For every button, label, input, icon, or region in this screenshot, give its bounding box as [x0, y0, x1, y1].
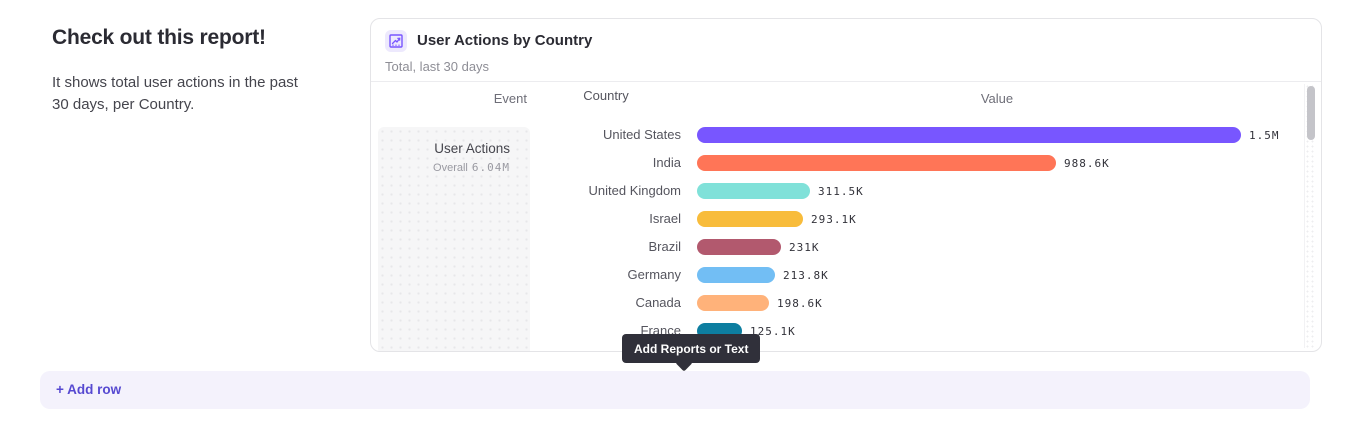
chart-rows: United States 1.5M India 988.6K United Kingd… — [371, 121, 1311, 345]
intro-heading: Check out this report! — [52, 26, 266, 49]
report-card: User Actions by Country Total, last 30 d… — [370, 18, 1322, 352]
column-header-value: Value — [980, 91, 1014, 106]
add-row-label: + Add row — [56, 382, 122, 397]
chart-row: Germany 213.8K — [371, 261, 1311, 289]
report-subtitle: Total, last 30 days — [385, 59, 490, 74]
value-label: 1.5M — [1249, 129, 1280, 142]
country-label: United States — [602, 127, 681, 142]
value-label: 988.6K — [1064, 157, 1110, 170]
chart-row: Israel 293.1K — [371, 205, 1311, 233]
value-bar[interactable] — [697, 267, 775, 283]
country-label: Brazil — [648, 239, 681, 254]
country-label: India — [652, 155, 681, 170]
report-card-header: User Actions by Country Total, last 30 d… — [371, 19, 1321, 82]
value-bar[interactable] — [697, 183, 810, 199]
value-bar[interactable] — [697, 155, 1056, 171]
column-header-country: Country — [583, 88, 629, 103]
add-reports-tooltip: Add Reports or Text — [622, 334, 761, 363]
chart-row: Canada 198.6K — [371, 289, 1311, 317]
value-label: 231K — [789, 241, 820, 254]
value-bar[interactable] — [697, 211, 803, 227]
value-label: 125.1K — [750, 325, 796, 338]
column-header-event: Event — [493, 91, 527, 106]
event-overall: Overall 6.04M — [386, 161, 510, 174]
country-label: Israel — [649, 211, 681, 226]
chart-row: Brazil 231K — [371, 233, 1311, 261]
value-bar[interactable] — [697, 127, 1241, 143]
report-title[interactable]: User Actions by Country — [417, 32, 593, 49]
event-name: User Actions — [434, 141, 510, 156]
overall-label: Overall — [433, 162, 468, 174]
scrollbar-thumb[interactable] — [1307, 86, 1315, 140]
value-label: 311.5K — [818, 185, 864, 198]
add-row-button[interactable]: + Add row — [40, 371, 1310, 409]
chart-row: United States 1.5M — [371, 121, 1311, 149]
value-label: 293.1K — [811, 213, 857, 226]
country-label: United Kingdom — [588, 183, 682, 198]
chart-row: United Kingdom 311.5K — [371, 177, 1311, 205]
event-cell[interactable]: User Actions Overall 6.04M — [378, 127, 530, 351]
chart-row: India 988.6K — [371, 149, 1311, 177]
text-card: Check out this report! It shows total us… — [52, 26, 332, 116]
chart-row: France 125.1K — [371, 317, 1311, 345]
scrollbar-track[interactable] — [1304, 84, 1316, 348]
value-label: 213.8K — [783, 269, 829, 282]
country-label: Germany — [627, 267, 681, 282]
overall-value: 6.04M — [471, 161, 510, 174]
value-bar[interactable] — [697, 239, 781, 255]
value-label: 198.6K — [777, 297, 823, 310]
line-chart-report-icon — [385, 30, 407, 52]
country-label: Canada — [635, 295, 681, 310]
report-table: Event Country Value User Actions Overall… — [371, 82, 1321, 351]
intro-description: It shows total user actions in the past … — [52, 74, 298, 113]
value-bar[interactable] — [697, 295, 769, 311]
